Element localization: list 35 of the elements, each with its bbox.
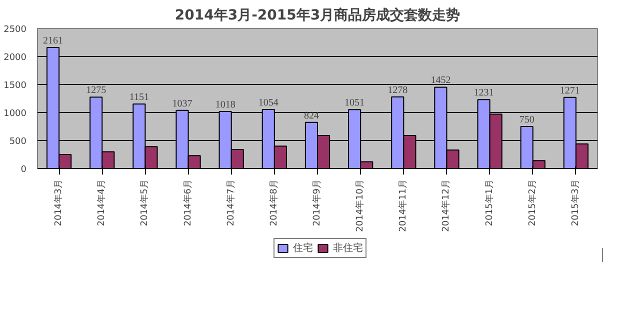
data-label: 824 xyxy=(304,110,319,122)
legend-label: 住宅 xyxy=(293,242,313,255)
chart-title: 2014年3月-2015年3月商品房成交套数走势 xyxy=(174,6,460,24)
y-tick-label: 500 xyxy=(9,137,27,147)
data-label: 1271 xyxy=(560,85,580,96)
y-tick-label: 1500 xyxy=(4,81,27,91)
x-tick-label: 2014年4月 xyxy=(96,179,108,226)
x-tick-label: 2014年8月 xyxy=(268,179,280,226)
data-label: 1275 xyxy=(86,85,106,96)
data-label: 1018 xyxy=(215,99,236,110)
legend-label: 非住宅 xyxy=(333,242,363,255)
data-label: 1054 xyxy=(258,97,278,108)
x-tick-label: 2015年1月 xyxy=(484,179,495,226)
y-tick-label: 1000 xyxy=(4,109,27,119)
data-label: 1231 xyxy=(474,88,494,99)
data-label: 1151 xyxy=(129,92,149,104)
x-tick-label: 2015年3月 xyxy=(570,179,581,226)
data-label: 750 xyxy=(519,114,534,126)
data-label: 1051 xyxy=(344,98,365,109)
x-tick-label: 2014年3月 xyxy=(53,179,64,226)
y-tick-label: 0 xyxy=(20,165,27,175)
y-tick-label: 2500 xyxy=(4,25,27,35)
x-tick-label: 2014年9月 xyxy=(312,179,322,226)
data-label: 1037 xyxy=(172,98,192,110)
data-label: 1452 xyxy=(430,75,451,86)
data-label: 1278 xyxy=(388,84,408,96)
x-tick-label: 2014年10月 xyxy=(354,179,366,232)
y-tick-label: 2000 xyxy=(4,53,27,63)
x-tick-label: 2014年11月 xyxy=(398,179,409,232)
x-tick-label: 2014年6月 xyxy=(182,179,194,226)
x-tick-label: 2014年5月 xyxy=(139,179,150,226)
x-tick-label: 2014年12月 xyxy=(440,179,452,232)
x-tick-label: 2014年7月 xyxy=(225,179,236,226)
data-label: 2161 xyxy=(43,35,64,46)
x-tick-label: 2015年2月 xyxy=(526,179,538,226)
